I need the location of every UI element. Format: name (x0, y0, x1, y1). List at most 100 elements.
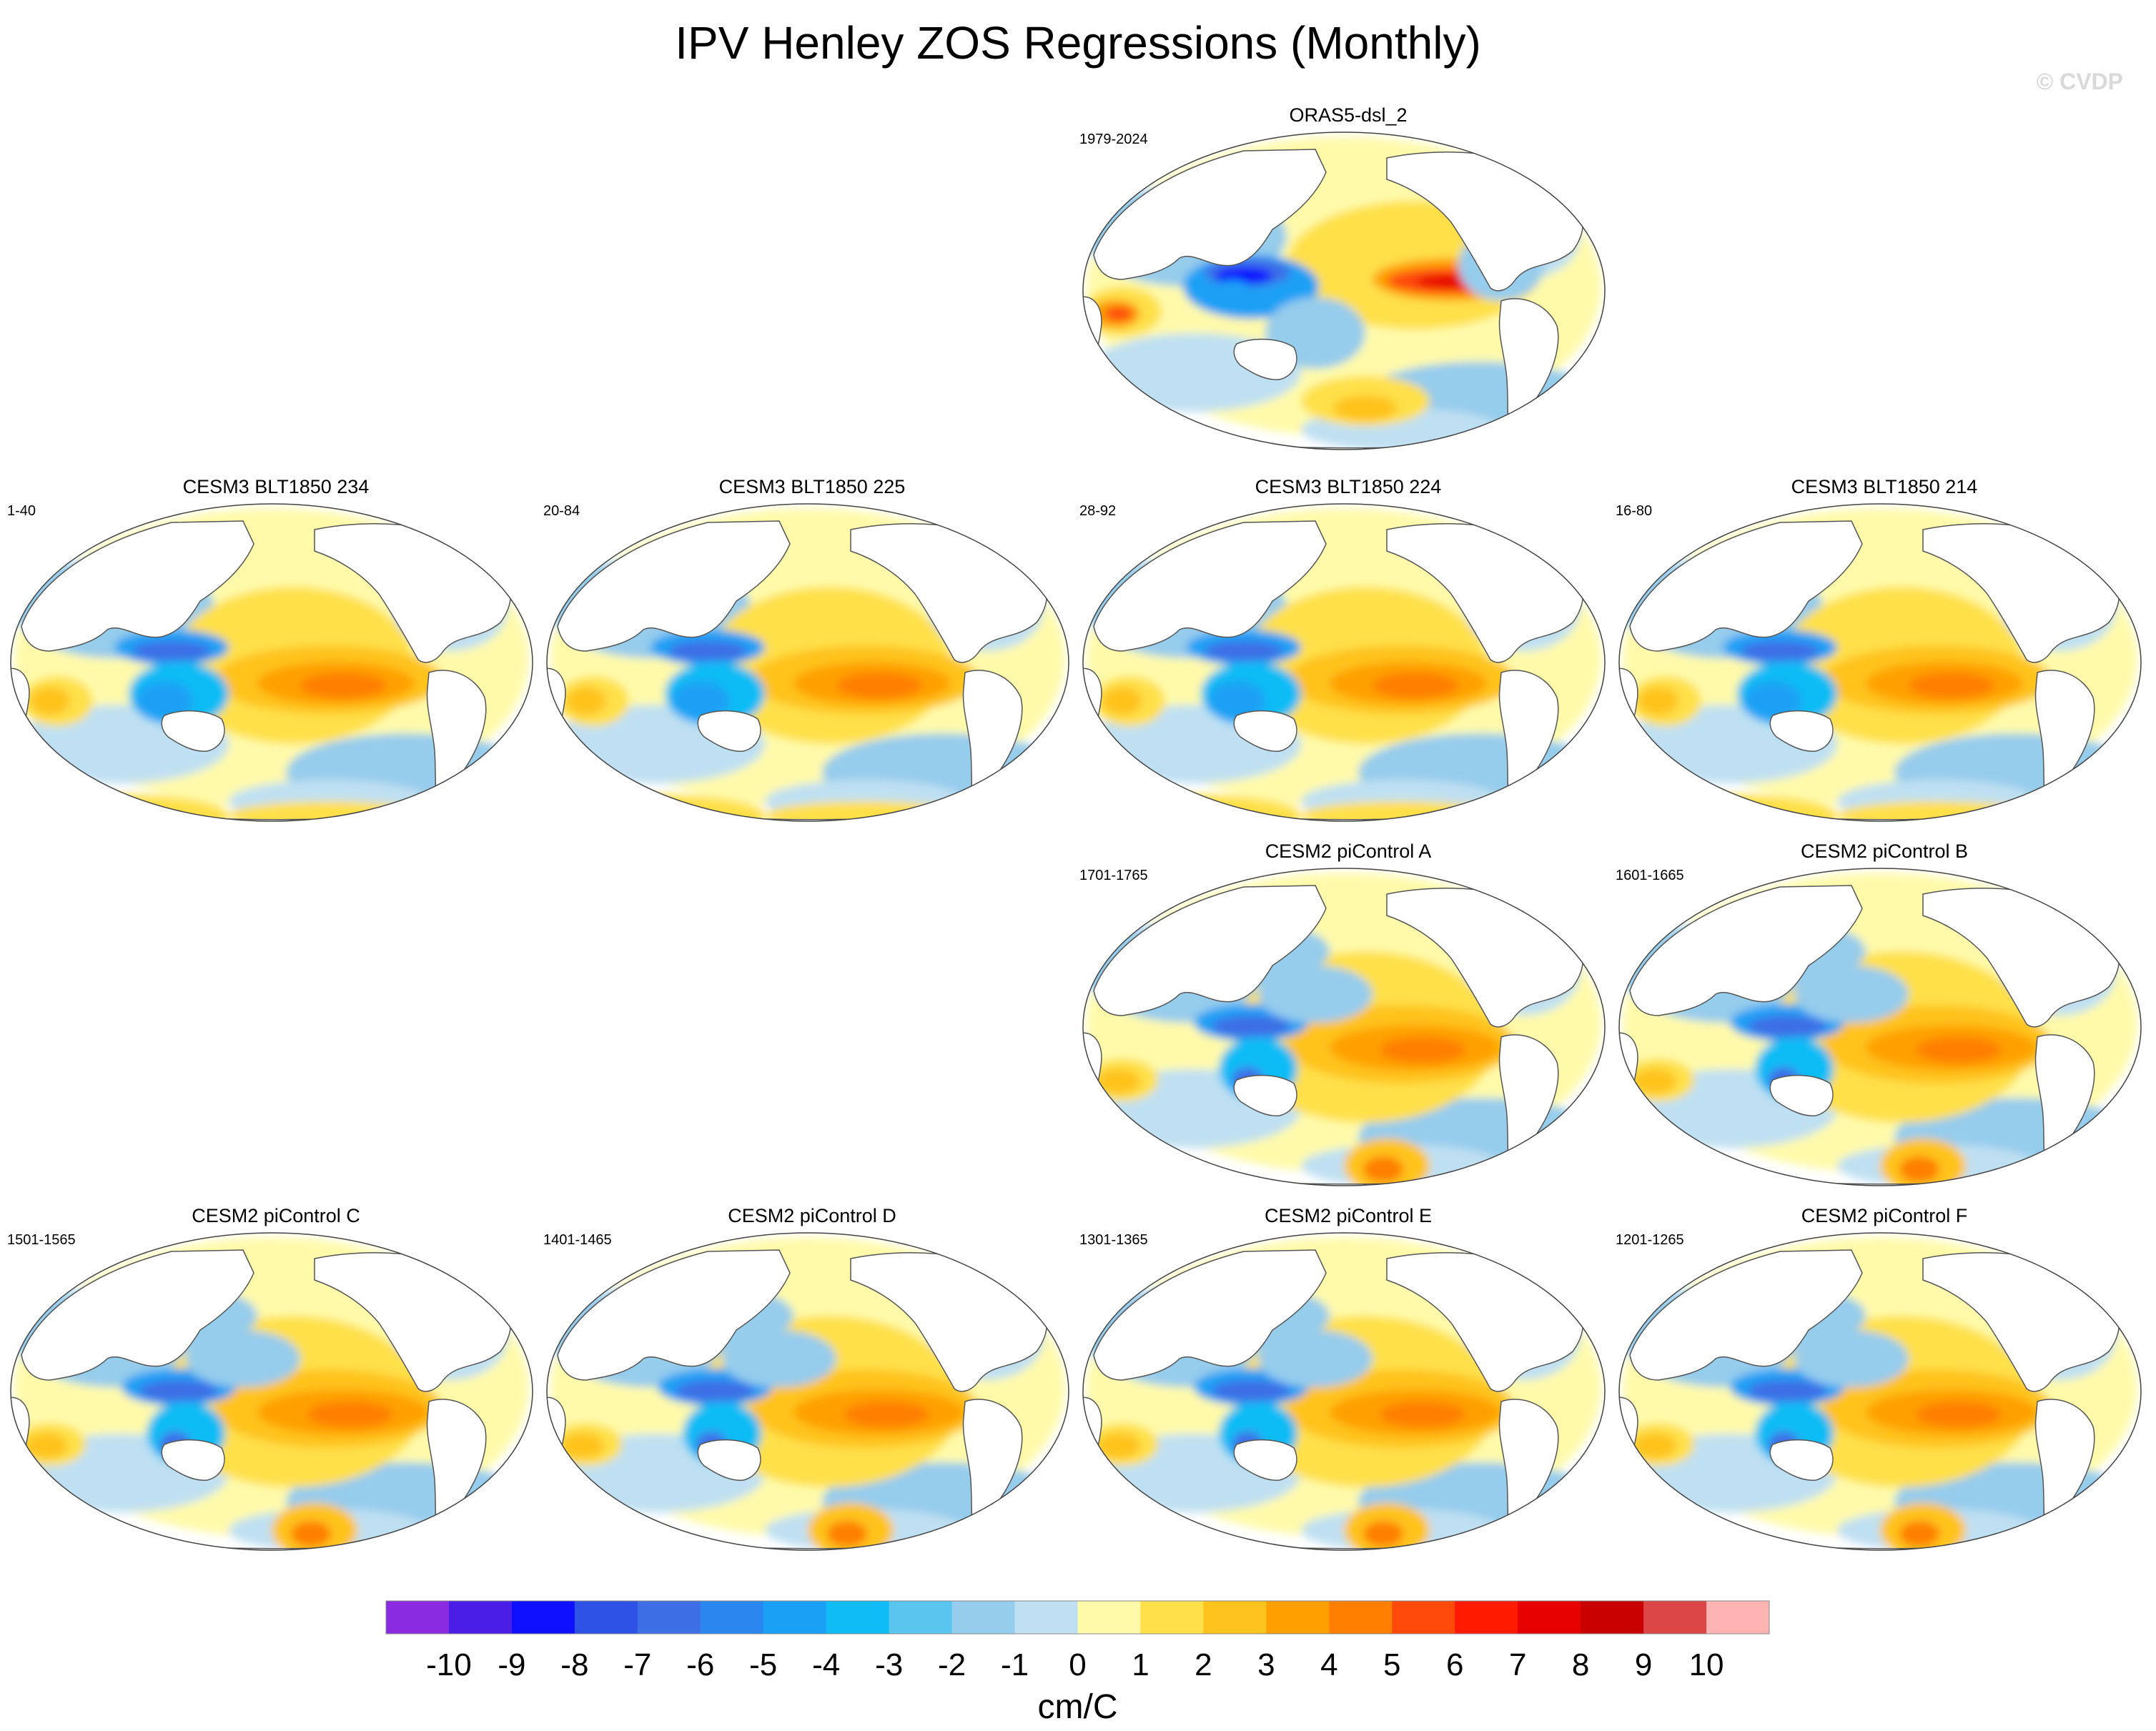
colorbar-tick-label: 2 (1195, 1647, 1212, 1682)
colorbar-tick-label: 10 (1689, 1647, 1724, 1682)
map-border (1082, 132, 1606, 450)
land-mask (1619, 1249, 2137, 1550)
map-border (546, 1232, 1069, 1551)
panel-period: 1701-1765 (1079, 868, 1148, 883)
panel-title: CESM3 BLT1850 214 (1791, 476, 1978, 497)
robinson-map (1082, 132, 1606, 450)
panel-period: 1301-1365 (1079, 1232, 1148, 1248)
robinson-map (10, 1232, 533, 1551)
robinson-map (1082, 503, 1606, 822)
panel-title: CESM2 piControl B (1800, 840, 1969, 862)
panel-period: 1-40 (7, 503, 36, 519)
colorbar-tick-label: -7 (623, 1647, 651, 1682)
colorbar-swatch (1455, 1601, 1518, 1634)
colorbar-swatch (1077, 1601, 1141, 1634)
colorbar-swatch (574, 1601, 638, 1634)
map-border (546, 503, 1069, 822)
colorbar-swatch (1392, 1601, 1455, 1634)
robinson-map (546, 503, 1069, 822)
colorbar-swatch (889, 1601, 953, 1634)
robinson-map (1618, 503, 2142, 822)
map-panel: CESM3 BLT1850 224 28-92 (1079, 475, 1617, 824)
colorbar-swatch (1706, 1601, 1770, 1634)
colorbar-swatch (826, 1601, 890, 1634)
map-border (1618, 503, 2142, 822)
colorbar-swatch (1518, 1601, 1581, 1634)
robinson-map (1082, 868, 1606, 1186)
map-border (1082, 868, 1606, 1186)
panel-title: CESM2 piControl E (1264, 1205, 1433, 1226)
colorbar-swatch (1266, 1601, 1330, 1634)
panel-title: CESM3 BLT1850 225 (718, 476, 906, 497)
colorbar-swatch (700, 1601, 764, 1634)
colorbar-tick-label: -6 (686, 1647, 714, 1682)
colorbar-swatch (951, 1601, 1016, 1634)
map-panel: CESM2 piControl F 1201-1265 (1616, 1204, 2153, 1553)
map-panel: CESM2 piControl D 1401-1465 (543, 1204, 1081, 1553)
panel-title: CESM2 piControl F (1801, 1205, 1968, 1226)
colorbar-tick-label: 3 (1257, 1647, 1275, 1682)
map-panel: CESM3 BLT1850 234 1-40 (7, 475, 545, 824)
colorbar-swatch (448, 1601, 513, 1634)
colorbar-tick-label: 7 (1509, 1647, 1526, 1682)
panel-period: 16-80 (1616, 503, 1653, 519)
colorbar-tick-label: 6 (1446, 1647, 1463, 1682)
map-panel: CESM3 BLT1850 225 20-84 (543, 475, 1081, 824)
ssh-regression-field (1619, 508, 2137, 821)
colorbar-tick-label: -4 (812, 1647, 840, 1682)
map-border (10, 1232, 533, 1551)
colorbar-tick-label: -3 (875, 1647, 903, 1682)
colorbar-tick-label: -9 (498, 1647, 525, 1682)
colorbar-swatch (511, 1601, 575, 1634)
panel-title: CESM2 piControl A (1265, 840, 1432, 862)
panel-period: 1401-1465 (543, 1232, 612, 1248)
map-border (1082, 1232, 1606, 1551)
map-panel: CESM2 piControl E 1301-1365 (1079, 1204, 1617, 1553)
panel-title: CESM2 piControl D (728, 1205, 896, 1226)
panel-period: 1501-1565 (7, 1232, 76, 1248)
map-panel: CESM2 piControl A 1701-1765 (1079, 840, 1617, 1189)
colorbar-tick-label: 4 (1320, 1647, 1337, 1682)
colorbar-swatch (1329, 1601, 1393, 1634)
colorbar-swatch (1203, 1601, 1267, 1634)
colorbar-tick-label: -5 (749, 1647, 777, 1682)
colorbar-swatch (637, 1601, 701, 1634)
map-panel: CESM2 piControl C 1501-1565 (7, 1204, 545, 1553)
panel-title: CESM3 BLT1850 234 (182, 476, 370, 497)
colorbar-tick-label: 0 (1069, 1647, 1086, 1682)
colorbar-swatch (763, 1601, 827, 1634)
panel-period: 1601-1665 (1616, 868, 1684, 883)
colorbar-swatch (1581, 1601, 1644, 1634)
map-border (1618, 868, 2142, 1186)
map-border (1082, 503, 1606, 822)
colorbar-swatch (1643, 1601, 1707, 1634)
panel-title: ORAS5-dsl_2 (1289, 104, 1408, 126)
map-panel: CESM2 piControl B 1601-1665 (1616, 840, 2153, 1189)
colorbar-frame (385, 1600, 1770, 1635)
map-border (1618, 1232, 2142, 1551)
colorbar-swatch (386, 1601, 450, 1634)
map-border (10, 503, 533, 822)
panel-title: CESM3 BLT1850 224 (1255, 476, 1442, 497)
robinson-map (1082, 1232, 1606, 1551)
robinson-map (546, 1232, 1069, 1551)
colorbar-tick-label: 9 (1635, 1647, 1652, 1682)
colorbar-swatch (1140, 1601, 1204, 1634)
colorbar-units: cm/C (1038, 1688, 1118, 1726)
colorbar-tick-label: 8 (1572, 1647, 1589, 1682)
robinson-map (10, 503, 533, 822)
colorbar-swatch (1014, 1601, 1078, 1634)
panel-period: 1979-2024 (1079, 132, 1148, 147)
colorbar-tick-label: -2 (938, 1647, 966, 1682)
panel-period: 28-92 (1079, 503, 1117, 519)
colorbar-tick-label: -8 (560, 1647, 588, 1682)
panel-period: 20-84 (543, 503, 580, 519)
robinson-map (1618, 868, 2142, 1186)
colorbar-tick-label: 1 (1132, 1647, 1149, 1682)
colorbar-tick-label: -10 (426, 1647, 472, 1682)
map-panel: CESM3 BLT1850 214 16-80 (1616, 475, 2153, 824)
land-mask (547, 1249, 1064, 1550)
cvdp-watermark: © CVDP (2036, 69, 2123, 94)
land-mask (1083, 149, 1601, 450)
robinson-map (1618, 1232, 2142, 1551)
